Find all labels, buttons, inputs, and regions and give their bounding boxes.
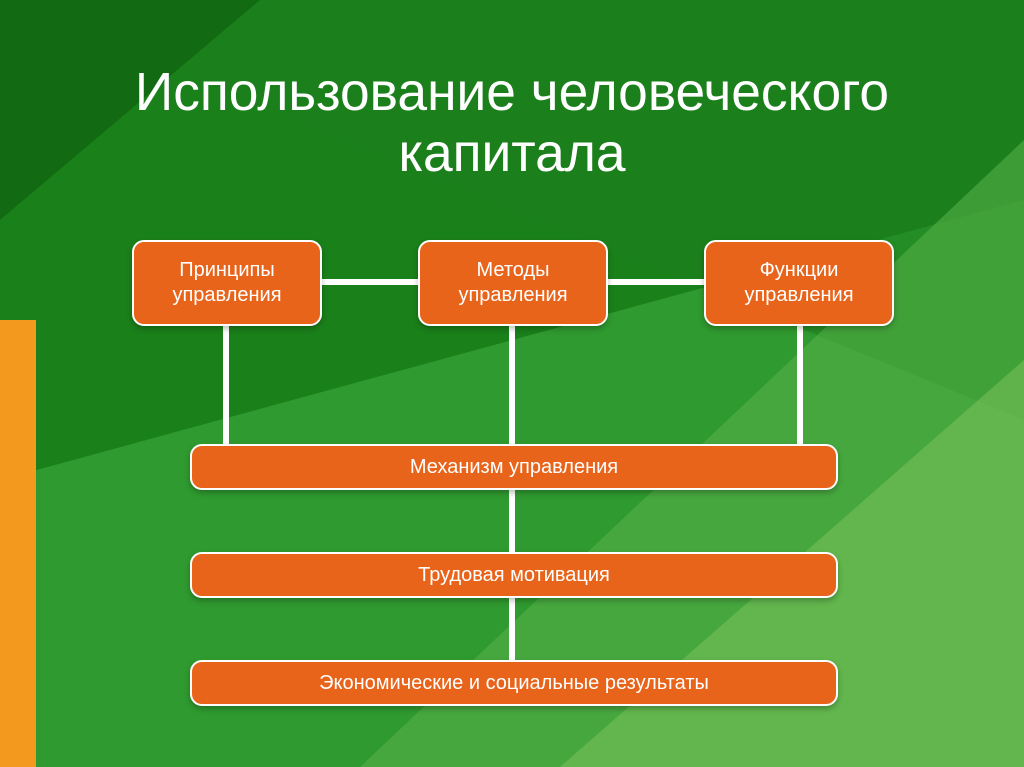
connector <box>322 279 418 285</box>
node-functions: Функцииуправления <box>704 240 894 326</box>
slide-canvas: Использование человеческогокапитала Прин… <box>0 0 1024 767</box>
connector <box>797 326 803 457</box>
node-principles: Принципыуправления <box>132 240 322 326</box>
connector <box>223 326 229 457</box>
connector <box>509 326 515 444</box>
slide-title: Использование человеческогокапитала <box>0 62 1024 185</box>
node-results: Экономические и социальные результаты <box>190 660 838 706</box>
node-methods: Методыуправления <box>418 240 608 326</box>
node-motivation: Трудовая мотивация <box>190 552 838 598</box>
node-mechanism: Механизм управления <box>190 444 838 490</box>
connector <box>509 598 515 660</box>
connector <box>509 490 515 552</box>
connector <box>608 279 704 285</box>
